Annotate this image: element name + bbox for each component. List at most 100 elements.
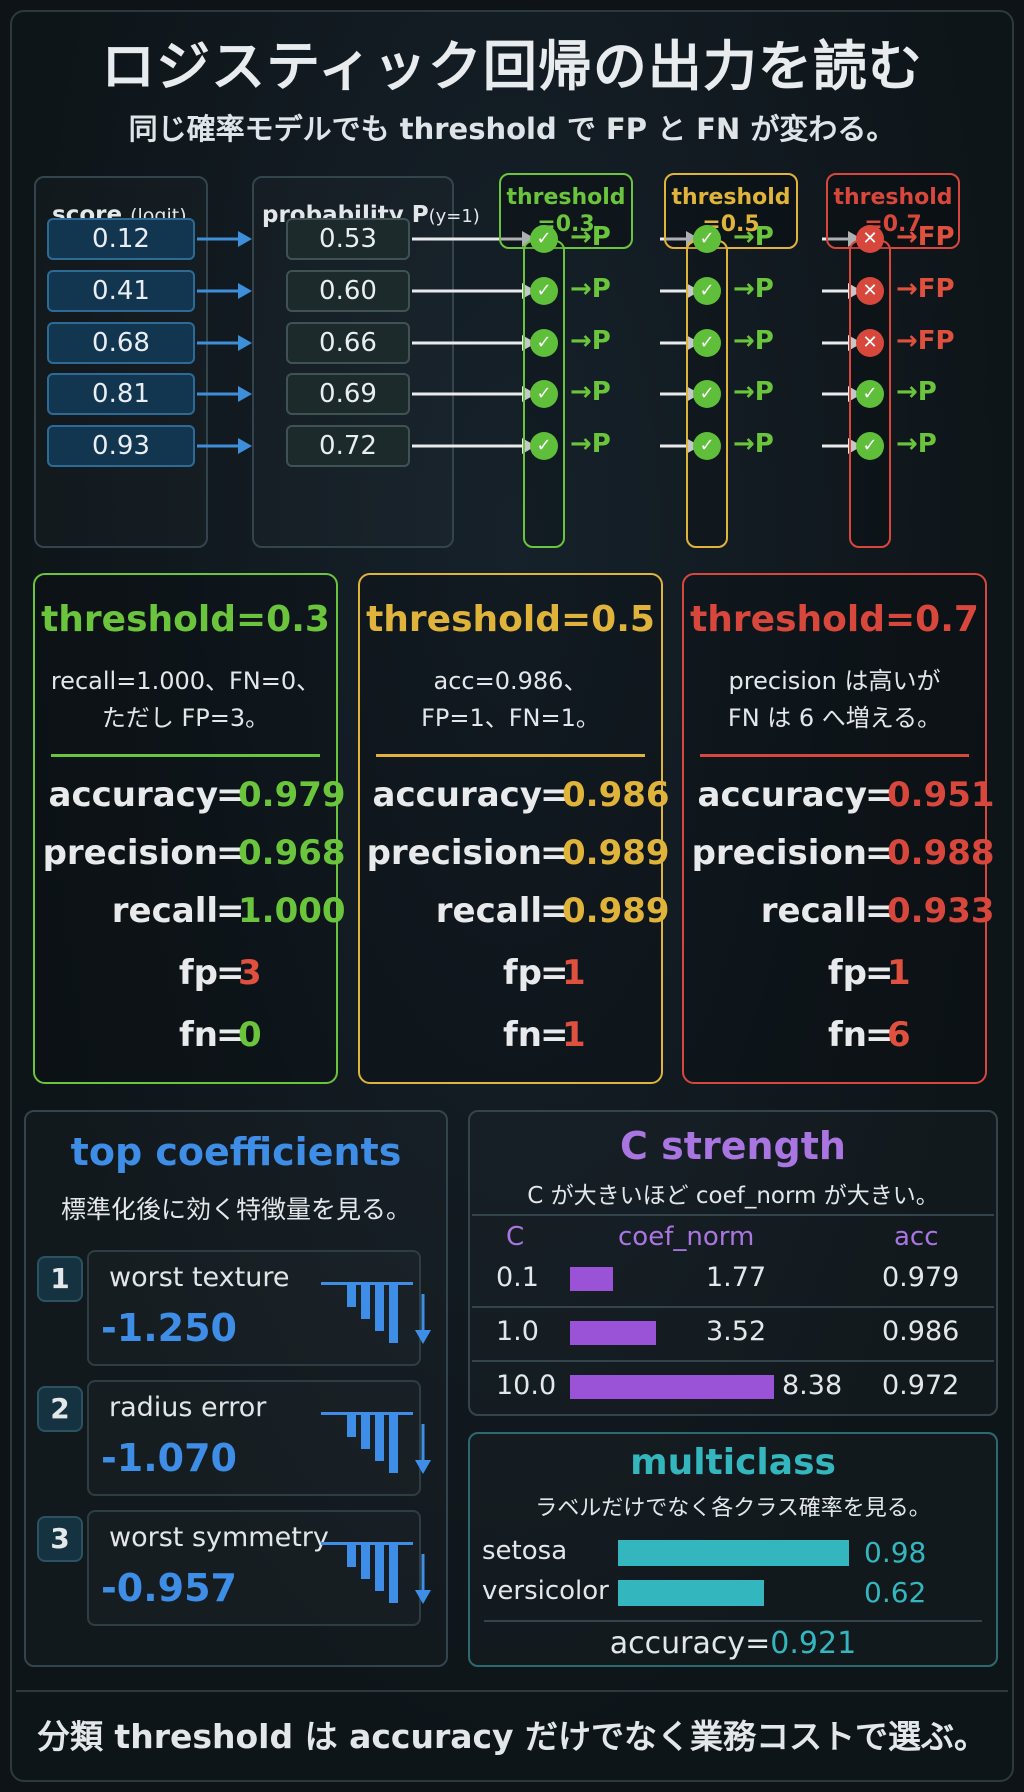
negative-bars-icon (321, 1542, 431, 1604)
threshold-to-threshold-arrow (822, 335, 862, 351)
metric-label: fn (828, 1015, 867, 1055)
coefficients-title: top coefficients (70, 1130, 402, 1174)
metric-equals: = (865, 775, 894, 815)
score-value-box: 0.12 (47, 218, 195, 260)
check-icon: ✓ (693, 225, 721, 253)
multiclass-divider (484, 1620, 982, 1622)
c-table-divider (472, 1214, 994, 1216)
coefficient-value: -0.957 (101, 1566, 237, 1610)
probability-panel (252, 176, 454, 548)
page-title: ロジスティック回帰の出力を読む (101, 35, 923, 98)
arrow-icon: → (570, 377, 592, 407)
metric-equals: = (216, 1015, 245, 1055)
score-value-box: 0.93 (47, 425, 195, 467)
flow-arrows (197, 231, 862, 454)
prediction-label: P (754, 377, 774, 407)
c-table-row-divider (472, 1306, 994, 1308)
rank-badge: 1 (37, 1256, 83, 1302)
check-icon: ✓ (530, 277, 558, 305)
c-value: 10.0 (496, 1370, 557, 1401)
prediction-label: FP (917, 274, 955, 304)
arrow-icon: → (570, 274, 592, 304)
class-probability-value: 0.98 (864, 1536, 927, 1569)
arrow-icon: → (896, 222, 918, 252)
rank-badge: 2 (37, 1386, 83, 1432)
threshold-label-2: threshold =0.5 (664, 173, 798, 249)
coef-norm-bar (570, 1267, 613, 1291)
metric-value: 3 (238, 953, 262, 993)
c-value: 0.1 (496, 1262, 539, 1293)
arrow-icon: → (896, 274, 918, 304)
check-icon: ✓ (530, 432, 558, 460)
acc-value: 0.986 (882, 1316, 960, 1347)
prediction-result: →P (733, 429, 774, 459)
metric-value: 0.986 (562, 775, 670, 815)
prediction-label: P (917, 429, 937, 459)
coefficient-value: -1.070 (101, 1436, 237, 1480)
metric-label: recall (111, 891, 218, 931)
probability-value-box: 0.53 (286, 218, 410, 260)
arrow-icon: → (733, 429, 755, 459)
multiclass-title: multiclass (630, 1442, 836, 1483)
threshold-to-threshold-arrow (822, 386, 862, 402)
coef-norm-value: 8.38 (782, 1370, 843, 1401)
cross-icon: ✕ (856, 277, 884, 305)
prediction-label: FP (917, 326, 955, 356)
prediction-result: →P (570, 222, 611, 252)
check-icon: ✓ (693, 380, 721, 408)
score-value-box: 0.68 (47, 322, 195, 364)
card-heading: threshold=0.3 (41, 599, 330, 640)
metric-equals: = (216, 775, 245, 815)
probability-value-box: 0.72 (286, 425, 410, 467)
card-divider (51, 754, 320, 757)
metric-equals: = (216, 953, 245, 993)
prediction-label: P (754, 274, 774, 304)
coefficient-name: worst symmetry (109, 1522, 329, 1553)
prediction-result: →P (570, 377, 611, 407)
score-to-prob-arrow (197, 335, 252, 351)
metric-equals: = (540, 953, 569, 993)
coefficient-value: -1.250 (101, 1306, 237, 1350)
prediction-result: →FP (896, 326, 955, 356)
prediction-result: →FP (896, 274, 955, 304)
prediction-result: →P (733, 274, 774, 304)
prediction-label: P (591, 222, 611, 252)
class-label: setosa (482, 1536, 568, 1566)
metric-label: fn (503, 1015, 542, 1055)
metric-label: precision (366, 833, 542, 873)
threshold-to-threshold-arrow (822, 438, 862, 454)
metric-value: 0.988 (887, 833, 995, 873)
prediction-result: →P (733, 377, 774, 407)
metric-equals: = (865, 833, 894, 873)
threshold-card-3: threshold=0.7 precision は高いが FN は 6 へ増える。… (682, 573, 995, 1084)
threshold-label-3: threshold =0.7 (826, 173, 960, 249)
arrow-icon: → (896, 377, 918, 407)
threshold-label-value: =0.5 (702, 212, 760, 237)
card-heading: threshold=0.5 (366, 599, 655, 640)
prediction-label: P (591, 274, 611, 304)
coefficient-card: worst symmetry -0.957 (87, 1510, 431, 1626)
score-to-prob-arrow (197, 231, 252, 247)
check-icon: ✓ (693, 277, 721, 305)
check-icon: ✓ (530, 329, 558, 357)
cross-icon: ✕ (856, 329, 884, 357)
negative-bars-icon (321, 1412, 431, 1474)
prediction-label: P (591, 326, 611, 356)
prediction-result: →P (570, 326, 611, 356)
metric-value: 1 (887, 953, 911, 993)
prediction-result: →P (896, 429, 937, 459)
prediction-result: →FP (896, 222, 955, 252)
prediction-result: →P (570, 429, 611, 459)
check-icon: ✓ (856, 432, 884, 460)
arrow-icon: → (733, 326, 755, 356)
score-to-prob-arrow (197, 386, 252, 402)
check-icon: ✓ (693, 329, 721, 357)
arrow-icon: → (733, 222, 755, 252)
card-description: acc=0.986、 FP=1、FN=1。 (421, 667, 600, 732)
prediction-label: P (754, 429, 774, 459)
score-value-box: 0.81 (47, 373, 195, 415)
metric-label: recall (760, 891, 867, 931)
prediction-label: P (591, 377, 611, 407)
prediction-result: →P (896, 377, 937, 407)
metric-value: 1 (562, 1015, 586, 1055)
